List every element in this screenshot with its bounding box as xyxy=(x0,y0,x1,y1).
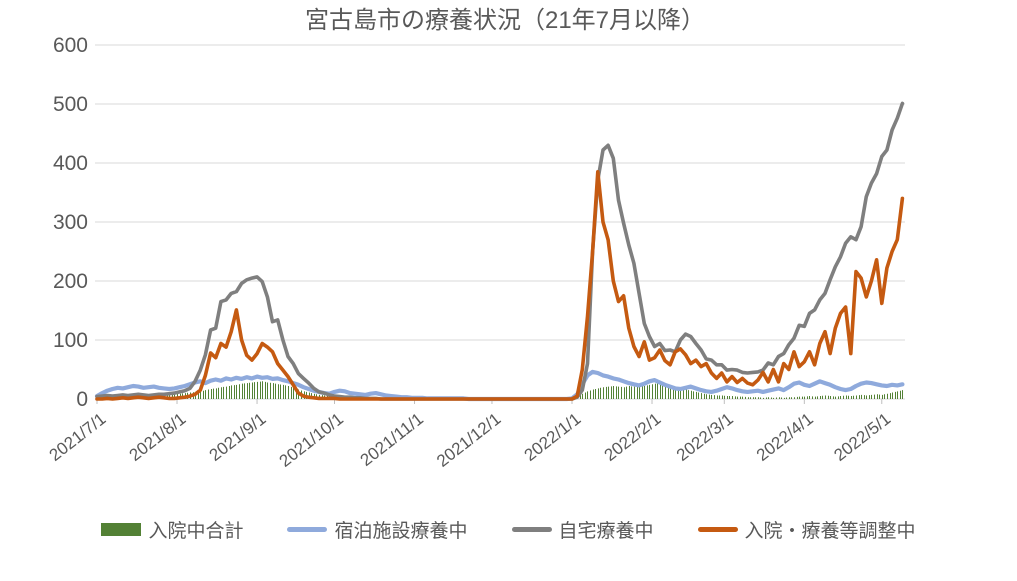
x-axis-tick-label: 2021/10/1 xyxy=(276,409,347,471)
legend-label: 宿泊施設療養中 xyxy=(334,520,468,542)
legend-label: 自宅療養中 xyxy=(558,520,654,542)
x-axis-tick-label: 2022/2/1 xyxy=(601,409,665,465)
x-axis-tick-label: 2022/3/1 xyxy=(673,409,737,465)
y-axis-tick-label: 600 xyxy=(53,34,88,57)
x-axis-tick-label: 2021/9/1 xyxy=(206,409,270,465)
y-axis-tick-label: 200 xyxy=(53,270,88,293)
y-axis-tick-label: 300 xyxy=(53,211,88,234)
y-axis-tick-label: 500 xyxy=(53,93,88,116)
legend-line-swatch xyxy=(511,526,552,532)
care-status-chart: 宮古島市の療養状況（21年7月以降） 0 100 200 300 400 500 600 2… xyxy=(46,7,905,471)
x-axis-tick-label: 2022/5/1 xyxy=(830,409,894,465)
legend-line-swatch xyxy=(287,526,328,532)
y-axis-tick-label: 100 xyxy=(53,329,88,352)
y-axis-tick-label: 400 xyxy=(53,152,88,175)
legend-item-2: 自宅療養中 xyxy=(511,516,654,543)
legend-item-3: 入院・療養等調整中 xyxy=(697,516,916,543)
legend-item-0: 入院中合計 xyxy=(101,516,243,543)
x-axis-tick-label: 2022/1/1 xyxy=(521,409,585,465)
x-axis-tick-label: 2021/8/1 xyxy=(126,409,190,465)
legend-line-swatch xyxy=(697,526,738,532)
x-axis-tick-label: 2021/12/1 xyxy=(433,409,504,471)
chart-title: 宮古島市の療養状況（21年7月以降） xyxy=(305,7,705,34)
y-axis-tick-label: 0 xyxy=(76,388,88,411)
legend-label: 入院・療養等調整中 xyxy=(744,520,916,542)
x-axis-labels: 2021/7/1 2021/8/1 2021/9/1 2021/10/1 2021/11… xyxy=(46,409,895,471)
legend: 入院中合計 宿泊施設療養中 自宅療養中 入院・療養等調整中 xyxy=(0,509,1017,549)
x-axis-tick-label: 2021/11/1 xyxy=(357,409,427,470)
legend-item-1: 宿泊施設療養中 xyxy=(287,516,468,543)
gridlines xyxy=(95,44,905,400)
y-axis-labels: 0 100 200 300 400 500 600 xyxy=(53,34,88,411)
line-series-group xyxy=(94,101,905,402)
x-axis-tick-label: 2022/4/1 xyxy=(753,409,817,465)
legend-label: 入院中合計 xyxy=(148,520,244,542)
x-axis-tick-label: 2021/7/1 xyxy=(46,409,110,465)
legend-bar-swatch xyxy=(101,522,142,536)
series-line xyxy=(95,170,905,401)
